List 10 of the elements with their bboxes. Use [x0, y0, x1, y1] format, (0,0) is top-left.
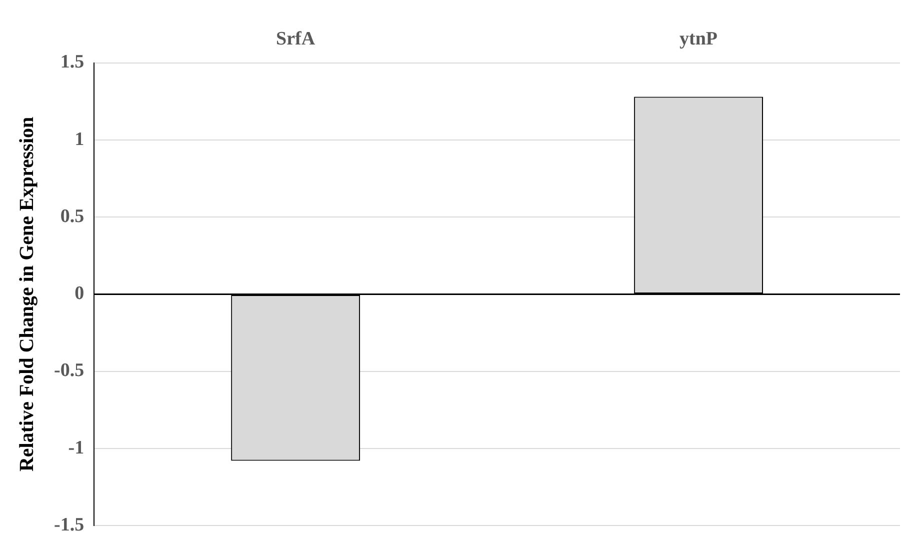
y-tick-label: 0.5 — [60, 206, 84, 227]
x-tick-label: ytnP — [680, 28, 718, 50]
x-tick-label: SrfA — [276, 28, 316, 50]
y-axis-title: Relative Fold Change in Gene Expression — [16, 116, 38, 472]
y-tick-label: -1.5 — [54, 514, 84, 536]
y-tick-label: -0.5 — [54, 360, 84, 382]
y-tick-label: 1 — [74, 128, 84, 150]
y-tick-label: -1 — [68, 437, 84, 458]
y-tick-label: 1.5 — [60, 52, 84, 73]
y-tick-label: 0 — [74, 283, 84, 304]
